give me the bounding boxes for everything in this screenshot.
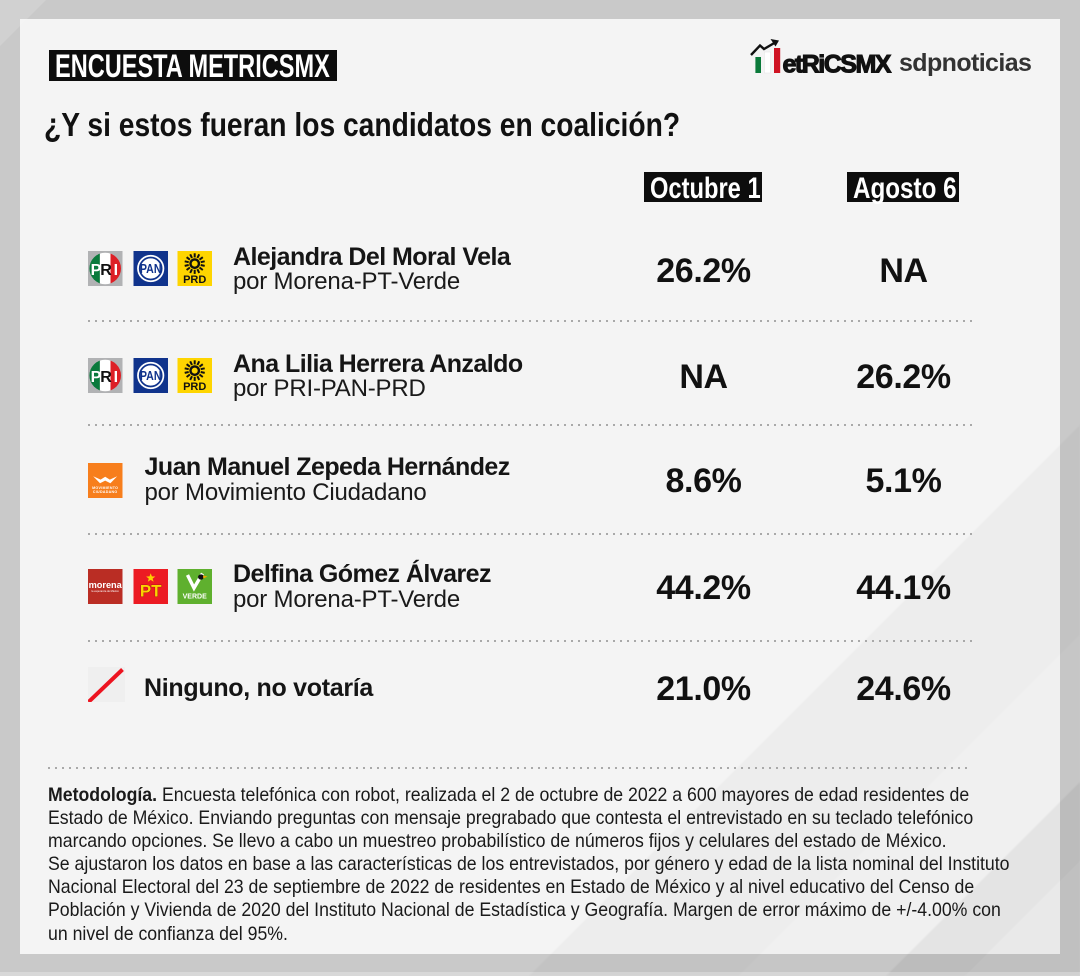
svg-text:etRiCSMX: etRiCSMX [783, 51, 892, 79]
svg-text:la esperanza de México: la esperanza de México [91, 589, 119, 593]
svg-text:PT: PT [140, 582, 162, 601]
svg-text:I: I [114, 262, 118, 279]
svg-text:CIUDADANO: CIUDADANO [93, 490, 118, 494]
svg-text:P: P [91, 262, 102, 279]
svg-text:PAN: PAN [140, 262, 162, 276]
svg-text:morena: morena [89, 580, 123, 590]
svg-text:PRD: PRD [183, 274, 206, 286]
svg-text:VERDE: VERDE [183, 594, 207, 601]
svg-text:MOVIMIENTO: MOVIMIENTO [92, 486, 118, 490]
svg-text:R: R [100, 262, 112, 279]
